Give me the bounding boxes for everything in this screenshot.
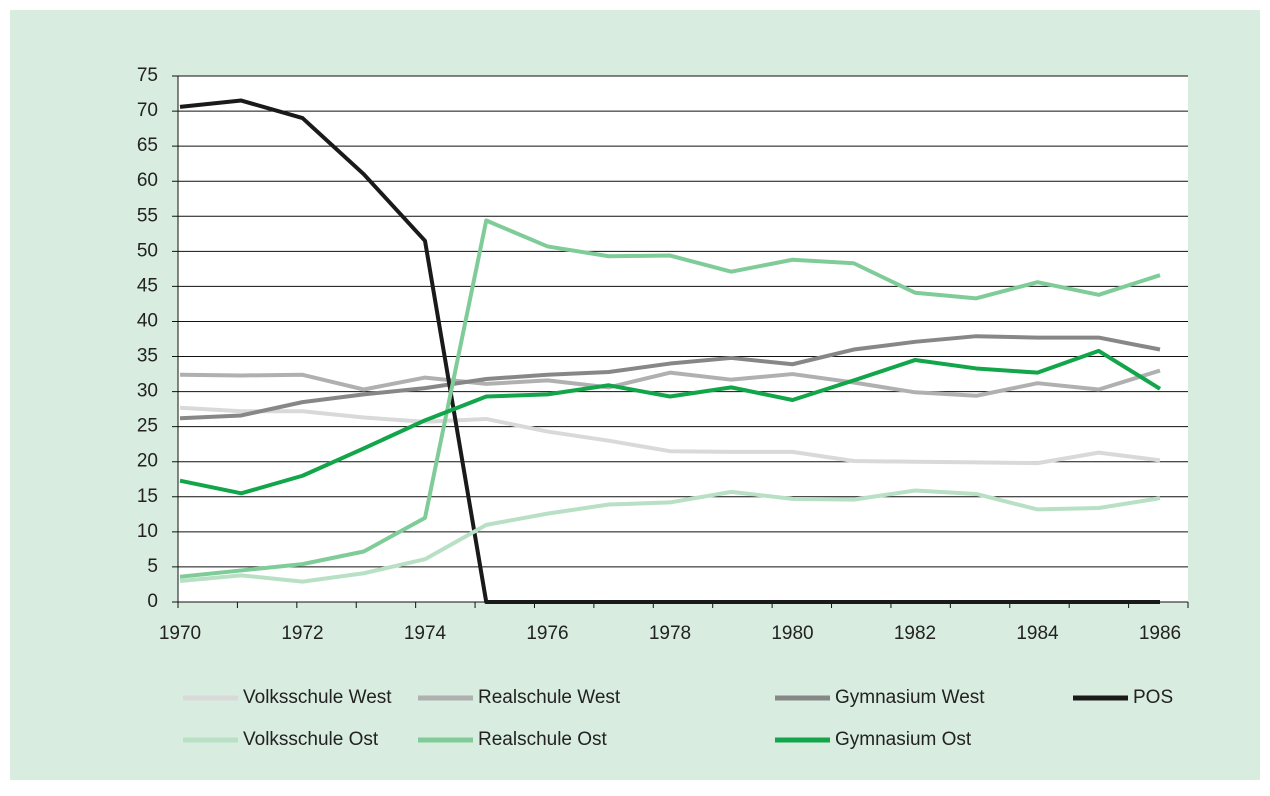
x-tick-label: 1982 xyxy=(894,623,936,644)
series-line xyxy=(179,348,1162,496)
legend-label: Volksschule West xyxy=(243,687,392,708)
legend-label: Realschule West xyxy=(478,687,621,708)
legend-label: Realschule Ost xyxy=(478,729,608,750)
y-tick-label: 60 xyxy=(137,170,158,191)
y-tick-label: 0 xyxy=(147,591,158,612)
y-tick-label: 50 xyxy=(137,240,158,261)
y-tick-label: 20 xyxy=(137,451,158,472)
y-tick-label: 15 xyxy=(137,486,158,507)
series-line xyxy=(179,218,1161,579)
x-tick-label: 1984 xyxy=(1016,623,1059,644)
y-tick-label: 35 xyxy=(137,346,158,367)
y-tick-label: 5 xyxy=(147,556,158,577)
x-tick-label: 1972 xyxy=(281,623,323,644)
x-tick-label: 1974 xyxy=(404,623,447,644)
y-tick-label: 40 xyxy=(137,310,158,331)
series-line xyxy=(179,368,1161,398)
x-tick-label: 1978 xyxy=(649,623,691,644)
y-tick-label: 65 xyxy=(137,135,158,156)
x-tick-label: 1976 xyxy=(526,623,568,644)
y-tick-label: 55 xyxy=(137,205,158,226)
series-line xyxy=(179,488,1161,584)
legend-label: Gymnasium Ost xyxy=(835,729,972,750)
legend-label: Volksschule Ost xyxy=(243,729,379,750)
y-tick-label: 30 xyxy=(137,381,158,402)
y-tick-label: 10 xyxy=(137,521,158,542)
y-tick-label: 70 xyxy=(137,100,158,121)
x-tick-label: 1970 xyxy=(159,623,201,644)
legend-label: Gymnasium West xyxy=(835,687,985,708)
series-line xyxy=(179,405,1161,466)
y-tick-label: 75 xyxy=(137,65,158,86)
y-tick-label: 25 xyxy=(137,416,158,437)
legend-label: POS xyxy=(1133,687,1173,708)
series-line xyxy=(179,98,1160,604)
x-tick-label: 1980 xyxy=(771,623,813,644)
x-tick-label: 1986 xyxy=(1139,623,1181,644)
series-line xyxy=(179,334,1161,421)
y-tick-label: 45 xyxy=(137,275,158,296)
